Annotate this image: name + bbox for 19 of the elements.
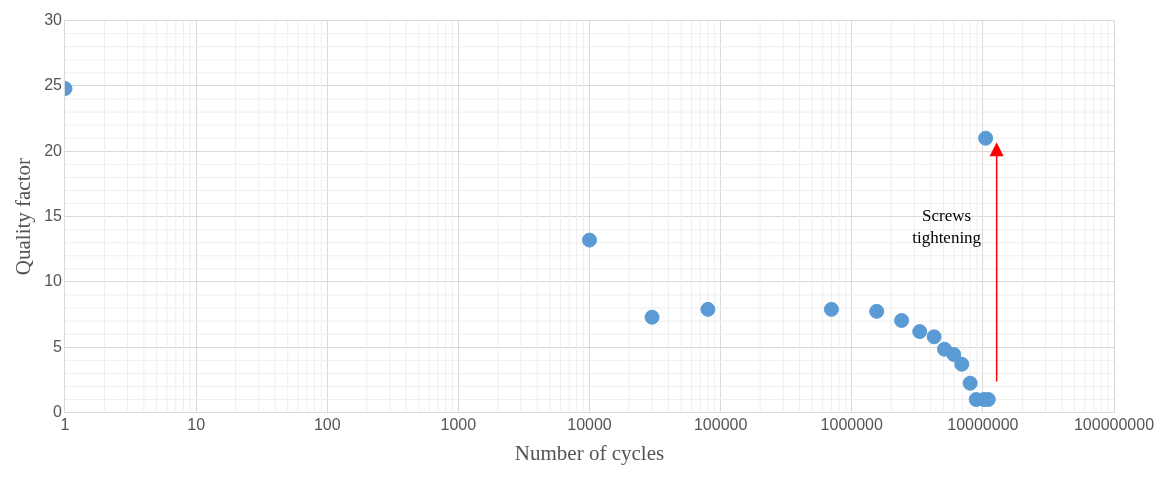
x-tick-label: 10 xyxy=(187,415,206,433)
y-tick-label: 30 xyxy=(44,11,63,29)
y-tick-label: 15 xyxy=(44,207,63,225)
x-tick-label: 100000000 xyxy=(1073,415,1155,433)
y-tick-label: 20 xyxy=(44,141,63,159)
y-tick-label: 0 xyxy=(53,403,63,421)
x-tick-label: 1000 xyxy=(440,415,477,433)
x-tick-label: 1000000 xyxy=(820,415,883,433)
x-tick-label: 10000000 xyxy=(947,415,1019,433)
y-tick-label: 25 xyxy=(44,76,63,94)
annotation: Screws tightening xyxy=(912,206,982,248)
y-axis-title: Quality factor xyxy=(11,157,36,276)
x-axis-title: Number of cycles xyxy=(514,440,665,465)
x-tick-label: 100 xyxy=(313,415,341,433)
y-tick-label: 10 xyxy=(44,272,63,290)
x-tick-label: 100000 xyxy=(693,415,748,433)
x-tick-label: 10000 xyxy=(567,415,612,433)
y-tick-label: 5 xyxy=(53,337,63,355)
x-tick-label: 1 xyxy=(60,415,70,433)
